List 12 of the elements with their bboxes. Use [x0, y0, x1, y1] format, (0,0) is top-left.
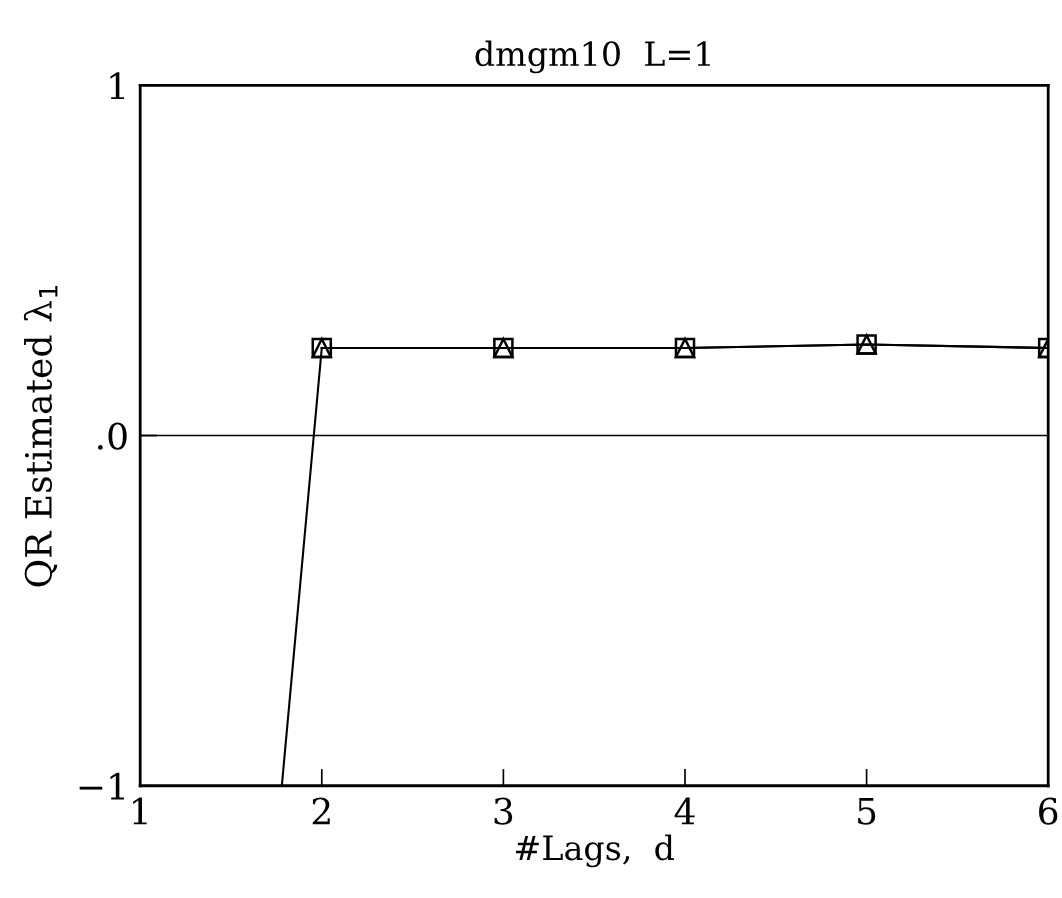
x-tick-label: 5 — [858, 797, 876, 825]
x-tick-label: 4 — [674, 797, 695, 825]
x-tick-label: 3 — [494, 797, 513, 825]
x-tick-label: 1 — [133, 797, 147, 825]
y-tick-label: .0 — [98, 422, 127, 450]
x-tick-label: 6 — [1039, 797, 1058, 825]
chart-title: dmgm10 L=1 — [475, 40, 710, 74]
y-tick-label: −1 — [79, 772, 124, 800]
x-tick-label: 2 — [312, 797, 330, 825]
x-axis-title: #Lags, d — [516, 834, 674, 868]
y-tick-label: 1 — [110, 72, 124, 100]
y-axis-title: QR Estimated λ$_{1}$ — [23, 286, 58, 587]
